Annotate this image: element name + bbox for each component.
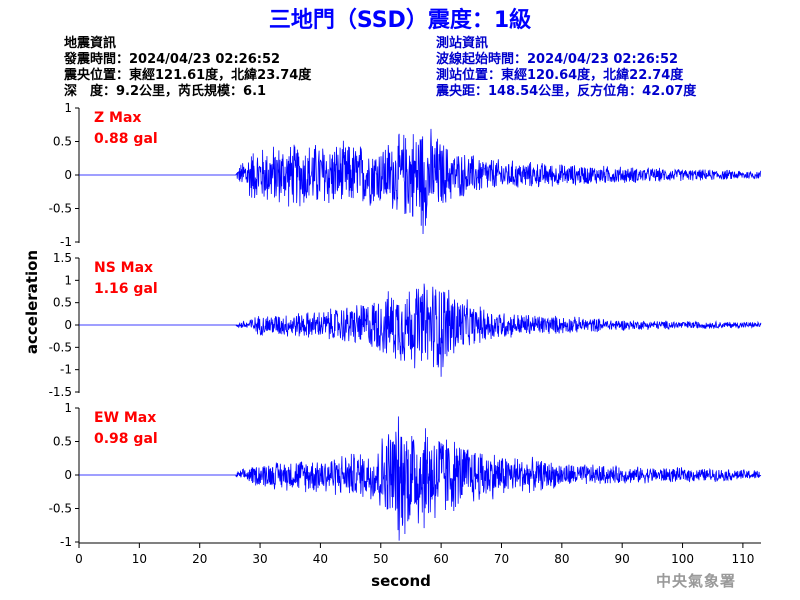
annotation-label: EW Max bbox=[94, 410, 156, 426]
y-tick-label: 0 bbox=[64, 318, 72, 332]
y-tick-label: -1 bbox=[60, 363, 72, 377]
annotation-value: 0.98 gal bbox=[94, 431, 158, 447]
x-tick-label: 70 bbox=[494, 552, 509, 566]
annotation-label: NS Max bbox=[94, 260, 153, 276]
x-tick-label: 80 bbox=[554, 552, 569, 566]
station-wave-start: 波線起始時間：2024/04/23 02:26:52 bbox=[436, 52, 679, 67]
station-distance: 震央距：148.54公里，反方位角：42.07度 bbox=[436, 84, 697, 99]
station-info-panel: 測站資訊 波線起始時間：2024/04/23 02:26:52 測站位置：東經1… bbox=[436, 36, 696, 100]
watermark: 中央氣象署 bbox=[656, 572, 737, 590]
y-tick-label: -0.5 bbox=[49, 202, 72, 216]
station-location: 測站位置：東經120.64度，北緯22.74度 bbox=[436, 68, 684, 83]
x-tick-label: 20 bbox=[192, 552, 207, 566]
x-tick-label: 40 bbox=[313, 552, 328, 566]
x-tick-label: 100 bbox=[671, 552, 694, 566]
x-tick-label: 110 bbox=[731, 552, 754, 566]
y-tick-label: -1 bbox=[60, 235, 72, 249]
trace-ns bbox=[79, 283, 762, 377]
y-tick-label: 1 bbox=[64, 101, 72, 115]
y-axis-label: acceleration bbox=[23, 250, 41, 354]
trace-z bbox=[79, 128, 762, 234]
x-tick-label: 60 bbox=[433, 552, 448, 566]
y-tick-label: -1.5 bbox=[49, 385, 72, 399]
x-tick-label: 30 bbox=[252, 552, 267, 566]
quake-time: 發震時間：2024/04/23 02:26:52 bbox=[64, 52, 281, 67]
y-tick-label: 0.5 bbox=[53, 135, 72, 149]
station-info-heading: 測站資訊 bbox=[436, 36, 489, 51]
annotation-value: 0.88 gal bbox=[94, 131, 158, 147]
quake-epicenter: 震央位置：東經121.61度，北緯23.74度 bbox=[64, 68, 312, 83]
y-tick-label: 0 bbox=[64, 468, 72, 482]
trace-ew bbox=[79, 416, 762, 541]
x-tick-label: 0 bbox=[75, 552, 83, 566]
x-axis-label: second bbox=[371, 572, 431, 590]
quake-depth-magnitude: 深 度：9.2公里，芮氏規模：6.1 bbox=[64, 84, 267, 99]
y-tick-label: -1 bbox=[60, 535, 72, 549]
y-tick-label: -0.5 bbox=[49, 340, 72, 354]
quake-info-panel: 地震資訊 發震時間：2024/04/23 02:26:52 震央位置：東經121… bbox=[64, 36, 311, 100]
x-tick-label: 90 bbox=[615, 552, 630, 566]
annotation-value: 1.16 gal bbox=[94, 281, 158, 297]
y-tick-label: 1 bbox=[64, 401, 72, 415]
y-tick-label: 1.5 bbox=[53, 251, 72, 265]
y-tick-label: -0.5 bbox=[49, 502, 72, 516]
x-tick-label: 10 bbox=[132, 552, 147, 566]
y-tick-label: 1 bbox=[64, 273, 72, 287]
x-tick-label: 50 bbox=[373, 552, 388, 566]
y-tick-label: 0.5 bbox=[53, 296, 72, 310]
quake-info-heading: 地震資訊 bbox=[64, 36, 117, 51]
y-tick-label: 0 bbox=[64, 168, 72, 182]
y-tick-label: 0.5 bbox=[53, 435, 72, 449]
annotation-label: Z Max bbox=[94, 110, 141, 126]
page-title: 三地門（SSD）震度：1級 bbox=[268, 8, 532, 33]
